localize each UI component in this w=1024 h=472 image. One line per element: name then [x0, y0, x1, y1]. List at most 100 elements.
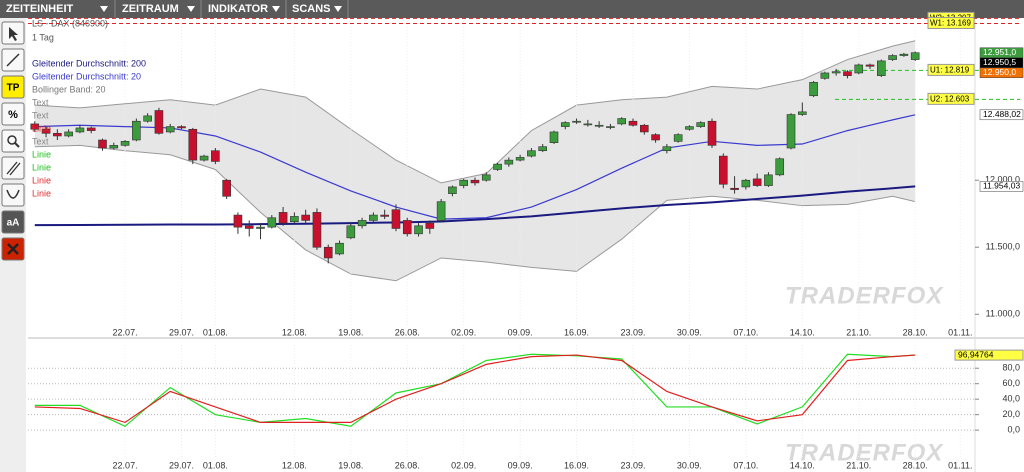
y-tick-label: 0,0 [1007, 425, 1020, 435]
tool-text[interactable] [1, 210, 25, 234]
candle-body [41, 128, 51, 134]
candle-body [707, 120, 717, 146]
x-tick-label: 22.07. [113, 460, 138, 470]
x-tick-label: 12.08. [282, 327, 307, 337]
legend-entry: Gleitender Durchschnitt: 20 [32, 71, 141, 81]
candle-body [481, 174, 491, 181]
price-tag-label: 12.950,5 [983, 57, 1016, 67]
x-tick-label: 23.09. [620, 327, 645, 337]
tool-curve[interactable] [1, 183, 25, 207]
price-tag [979, 109, 1024, 121]
tool-percent[interactable] [1, 102, 25, 126]
candle-body [154, 110, 164, 134]
annotation: Linie [32, 123, 51, 133]
price-tag-label: 12.950,0 [983, 67, 1016, 77]
candle-body [448, 186, 457, 194]
legend-entry: Gleitender Durchschnitt: 200 [32, 58, 146, 68]
candle-body [639, 124, 649, 133]
menu-items: ZEITEINHEIT ZEITRAUM INDIKATOR SCANS [6, 0, 349, 18]
y-tick-label: 11.000,0 [986, 309, 1020, 319]
curve-icon [6, 189, 20, 199]
price-tag [979, 67, 1024, 78]
candle-body [391, 209, 401, 229]
menu-item[interactable]: ZEITEINHEIT [6, 3, 74, 15]
candle-body [809, 82, 818, 97]
level-label-box [927, 63, 975, 76]
menu-item[interactable]: INDIKATOR [208, 3, 268, 15]
stochastic-line [34, 354, 916, 424]
x-tick-label: 30.09. [677, 460, 702, 470]
candle-body [673, 134, 683, 142]
price-tag [979, 181, 1024, 192]
tool-zoom[interactable] [1, 129, 25, 153]
x-tick-label: 30.09. [677, 327, 702, 337]
candle-body [888, 55, 897, 60]
x-tick-label: 09.09. [508, 327, 533, 337]
candle-body [775, 158, 785, 176]
x-tick-label: 14.10. [790, 460, 815, 470]
candle-body [628, 120, 638, 126]
level-label-box [927, 16, 975, 29]
candle-body [606, 126, 615, 128]
y-tick-label: 40,0 [1002, 394, 1020, 404]
candle-body [831, 71, 841, 74]
candle-body [493, 163, 502, 170]
candle-body [177, 126, 186, 129]
candle-body [64, 131, 73, 137]
candle-body [854, 64, 864, 74]
dropdown-arrow[interactable] [334, 6, 342, 12]
candle-body [560, 122, 570, 127]
x-tick-label: 01.11. [948, 327, 972, 337]
x-tick-label: 21.10. [846, 460, 871, 470]
x-tick-label: 19.08. [338, 327, 363, 337]
candle-body [256, 226, 265, 229]
dropdown-arrow[interactable] [272, 6, 280, 12]
annotation: Text [32, 97, 49, 107]
candle-body [86, 127, 96, 131]
legend-entry: Bollinger Band: 20 [32, 84, 106, 94]
last-value-box [954, 349, 1024, 361]
candle-body [877, 60, 886, 76]
tool-label: % [8, 109, 18, 121]
candle-body [741, 179, 751, 188]
x-tick-label: 26.08. [395, 460, 420, 470]
menu-item[interactable]: ZEITRAUM [122, 3, 179, 15]
candle-body [651, 134, 660, 141]
annotation: Linie [32, 175, 51, 185]
level-label: W1: 13.169 [930, 19, 971, 28]
candle-body [233, 214, 243, 228]
candle-body [120, 141, 130, 146]
candle-body [696, 122, 706, 127]
y-tick-label: 20,0 [1002, 409, 1020, 419]
candle-body [143, 115, 152, 122]
x-tick-label: 29.07. [169, 327, 194, 337]
tool-channel[interactable] [1, 156, 25, 180]
last-value-label: 96,94764 [958, 349, 994, 359]
annotation: Linie [32, 162, 51, 172]
dropdown-arrow[interactable] [100, 6, 108, 12]
candle-body [617, 118, 627, 125]
candle-body [188, 128, 198, 161]
candle-body [165, 126, 175, 133]
candle-body [685, 126, 694, 130]
tool-tp[interactable] [1, 75, 25, 99]
level-label-box [927, 92, 975, 105]
candle-body [414, 225, 423, 235]
y-tick-label: 12.000,0 [985, 175, 1020, 185]
candle-body [572, 120, 581, 123]
candle-body [798, 111, 807, 115]
x-tick-label: 09.09. [508, 460, 533, 470]
y-tick-label: 60,0 [1002, 378, 1020, 388]
candle-body [459, 179, 468, 186]
menu-item[interactable]: SCANS [292, 3, 331, 15]
candle-body [583, 123, 593, 126]
candle-body [301, 214, 310, 221]
x-tick-label: 01.08. [203, 327, 228, 337]
x-tick-label: 28.10. [903, 460, 928, 470]
dropdown-arrow[interactable] [187, 6, 195, 12]
x-tick-label: 19.08. [338, 460, 363, 470]
candle-body [843, 71, 852, 76]
x-tick-label: 07.10. [733, 327, 758, 337]
x-tick-label: 14.10. [790, 327, 815, 337]
candle-body [594, 124, 604, 127]
